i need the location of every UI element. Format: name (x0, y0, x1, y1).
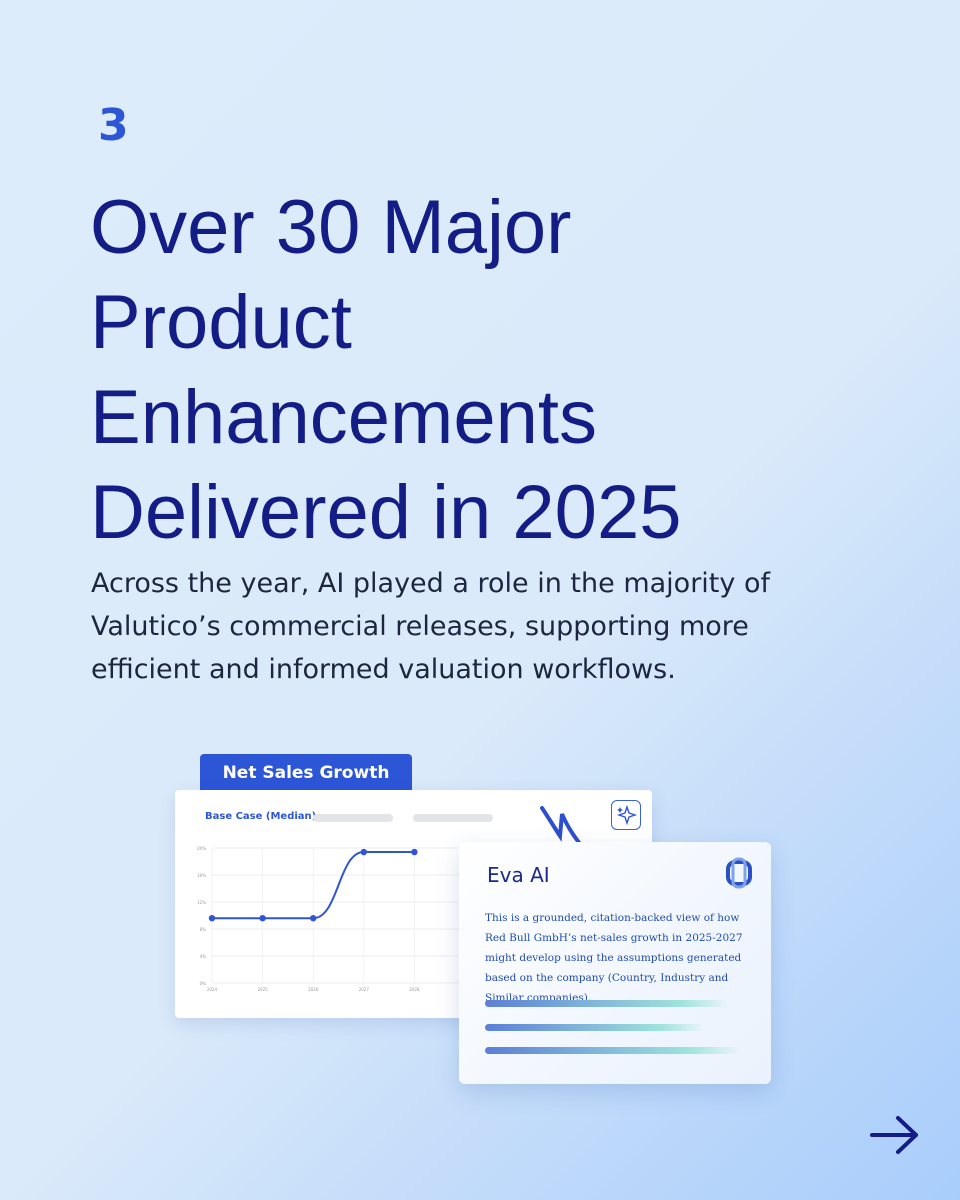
data-point (411, 848, 418, 856)
placeholder-line (485, 1000, 730, 1007)
y-tick-label: 4% (200, 954, 207, 959)
y-tick-label: 8% (200, 927, 207, 932)
placeholder-line (485, 1047, 740, 1054)
slide-number: 3 (98, 100, 129, 151)
next-arrow[interactable] (866, 1110, 924, 1160)
title-line: Enhancements (90, 375, 597, 460)
x-tick-label: 2027 (359, 987, 370, 992)
y-tick-label: 0% (200, 981, 207, 986)
eva-logo (726, 857, 752, 889)
x-tick-label: 2026 (308, 987, 319, 992)
placeholder (413, 814, 493, 822)
ai-button[interactable] (611, 800, 641, 830)
data-point (360, 848, 367, 856)
legend: Base Case (Median) (205, 811, 317, 822)
x-tick-label: 2025 (258, 987, 269, 992)
eva-card (459, 842, 771, 1084)
x-tick-label: 2024 (207, 987, 218, 992)
y-tick-label: 16% (197, 873, 206, 878)
y-tick-label: 20% (197, 846, 206, 851)
data-line (211, 851, 415, 920)
body-text: Across the year, AI played a role in the… (91, 568, 770, 685)
sparkle-icon (616, 804, 638, 826)
title: Over 30 Major Product Enhancements Deliv… (90, 180, 682, 560)
x-tick-label: 2028 (409, 987, 420, 992)
title-line: Delivered in 2025 (90, 470, 682, 555)
sparkle-icon (617, 807, 623, 813)
card-tab: Net Sales Growth (200, 754, 412, 794)
placeholder-line (485, 1024, 705, 1031)
title-line: Product (90, 280, 352, 365)
eva-title: Eva AI (487, 863, 550, 887)
title-line: Over 30 Major (90, 185, 572, 270)
eva-text: This is a grounded, citation-backed view… (485, 912, 743, 1004)
data-point (208, 915, 216, 922)
data-point (259, 915, 266, 922)
placeholder (313, 814, 393, 822)
y-tick-label: 12% (197, 900, 206, 905)
data-point (310, 915, 317, 922)
